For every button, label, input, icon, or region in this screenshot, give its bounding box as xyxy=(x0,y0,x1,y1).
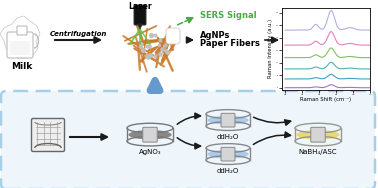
Text: ddH₂O: ddH₂O xyxy=(217,168,239,174)
Text: NaBH₄/ASC: NaBH₄/ASC xyxy=(299,149,337,155)
FancyBboxPatch shape xyxy=(221,113,235,127)
Ellipse shape xyxy=(207,150,249,158)
Text: AgNO₃: AgNO₃ xyxy=(139,149,161,155)
Text: AgNPs: AgNPs xyxy=(200,32,230,40)
Ellipse shape xyxy=(207,116,249,124)
FancyBboxPatch shape xyxy=(134,5,146,25)
FancyBboxPatch shape xyxy=(311,127,325,142)
Ellipse shape xyxy=(129,130,172,139)
FancyBboxPatch shape xyxy=(166,28,180,44)
FancyBboxPatch shape xyxy=(17,26,27,35)
Text: SERS Signal: SERS Signal xyxy=(200,11,257,20)
Text: Paper Fibers: Paper Fibers xyxy=(200,39,260,49)
FancyBboxPatch shape xyxy=(7,32,33,58)
FancyBboxPatch shape xyxy=(10,41,30,55)
Text: Milk: Milk xyxy=(11,62,33,71)
FancyBboxPatch shape xyxy=(1,91,375,188)
Text: Laser: Laser xyxy=(128,2,152,11)
Text: ddH₂O: ddH₂O xyxy=(217,134,239,140)
Polygon shape xyxy=(0,16,40,58)
FancyBboxPatch shape xyxy=(31,118,65,152)
Text: Centrifugation: Centrifugation xyxy=(49,31,107,37)
Ellipse shape xyxy=(296,130,339,139)
Y-axis label: Raman Intensity (a.u.): Raman Intensity (a.u.) xyxy=(268,19,273,78)
FancyBboxPatch shape xyxy=(221,147,235,161)
Polygon shape xyxy=(138,24,143,29)
FancyBboxPatch shape xyxy=(143,127,157,142)
X-axis label: Raman Shift (cm⁻¹): Raman Shift (cm⁻¹) xyxy=(301,97,352,102)
